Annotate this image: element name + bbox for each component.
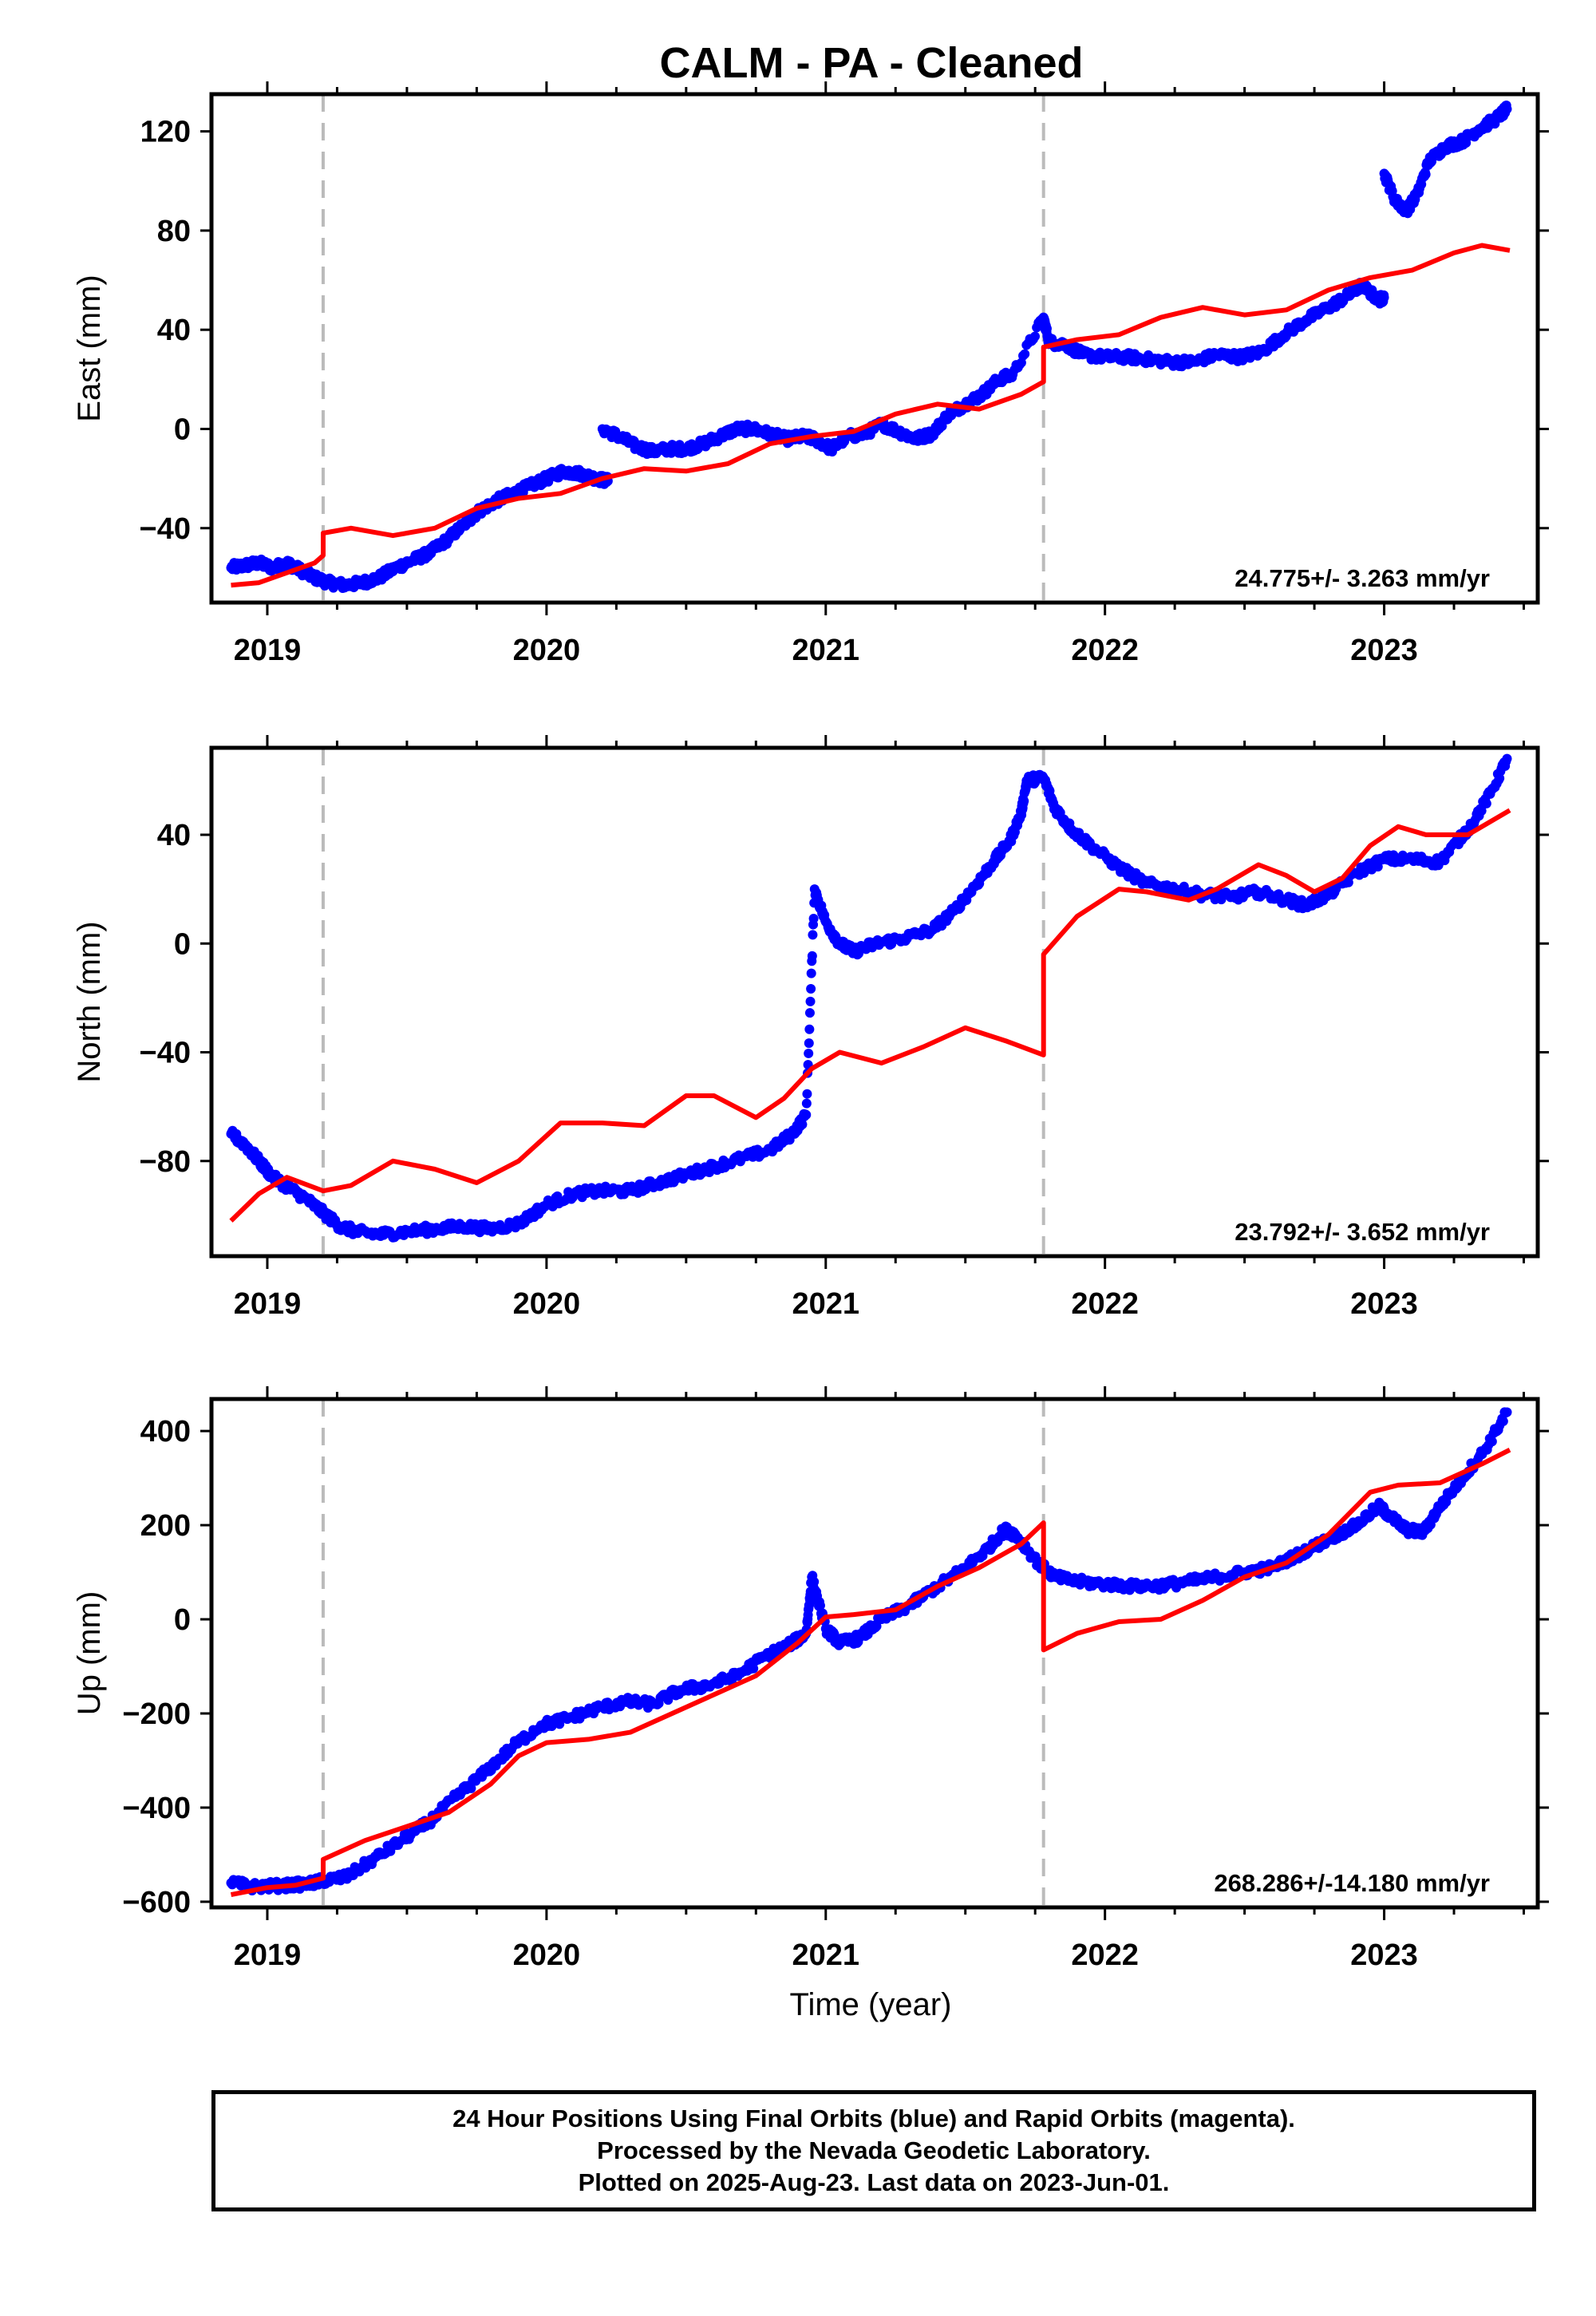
y-tick-label: 400	[140, 1415, 191, 1448]
data-point	[1502, 104, 1512, 114]
y-axis-label: Up (mm)	[72, 1591, 107, 1716]
data-point	[805, 996, 816, 1006]
plot-area	[226, 100, 1512, 593]
y-tick-label: −400	[122, 1792, 191, 1825]
plot-area	[226, 1407, 1512, 1898]
y-tick-label: 0	[174, 413, 191, 446]
rate-annotation: 24.775+/- 3.263 mm/yr	[1235, 564, 1490, 592]
footer-box: 24 Hour Positions Using Final Orbits (bl…	[211, 2090, 1536, 2211]
panel-1: −40 0 40 80 120 2019 2020 2021 2022 2023 East (mm)…	[72, 81, 1549, 667]
data-point	[1502, 753, 1512, 764]
x-tick-label: 2020	[513, 634, 581, 667]
x-tick-label: 2020	[513, 1287, 581, 1321]
x-tick-label: 2019	[234, 1287, 302, 1321]
data-point	[809, 1576, 820, 1587]
x-tick-label: 2020	[513, 1939, 581, 1972]
data-point	[801, 1098, 812, 1109]
y-axis-label: East (mm)	[72, 275, 107, 421]
x-tick-label: 2022	[1071, 1287, 1139, 1321]
x-tick-label: 2019	[234, 1939, 302, 1972]
data-point	[1495, 773, 1505, 784]
data-point	[1498, 1416, 1508, 1426]
data-point	[808, 930, 818, 940]
data-point	[1461, 137, 1472, 148]
y-axis-label: North (mm)	[72, 921, 107, 1082]
x-axis-label: Time (year)	[790, 1987, 952, 2022]
data-point	[807, 951, 817, 961]
x-tick-label: 2023	[1350, 1939, 1418, 1972]
data-point	[804, 1008, 815, 1018]
data-point	[1020, 349, 1030, 359]
y-tick-label: 200	[140, 1509, 191, 1543]
y-tick-label: 80	[157, 215, 191, 248]
y-tick-label: 0	[174, 927, 191, 961]
footer-line-3: Plotted on 2025-Aug-23. Last data on 202…	[578, 2168, 1170, 2196]
rate-annotation: 23.792+/- 3.652 mm/yr	[1235, 1218, 1490, 1246]
data-point	[1502, 1407, 1512, 1417]
model-line	[231, 243, 1511, 588]
x-tick-label: 2022	[1071, 634, 1139, 667]
data-point	[1041, 323, 1052, 334]
x-tick-label: 2022	[1071, 1939, 1139, 1972]
data-point	[801, 1109, 812, 1120]
data-point	[871, 1621, 882, 1631]
y-tick-label: 120	[140, 116, 191, 149]
data-point	[1481, 798, 1491, 808]
panel-3: −600 −400 −200 0 200 400 2019 2020 2021 2022 2023 U…	[72, 1386, 1549, 2022]
x-tick-label: 2021	[792, 1287, 859, 1321]
y-tick-label: −80	[140, 1145, 191, 1179]
data-point	[806, 968, 816, 978]
x-tick-label: 2021	[792, 1939, 859, 1972]
data-point	[808, 913, 819, 923]
y-tick-label: −600	[122, 1886, 191, 1919]
x-tick-label: 2019	[234, 634, 302, 667]
data-point	[797, 1120, 808, 1130]
data-point	[804, 1048, 814, 1058]
footer-line-2: Processed by the Nevada Geodetic Laborat…	[597, 2136, 1151, 2164]
data-point	[555, 1719, 565, 1729]
panel-frame	[209, 92, 1540, 605]
y-tick-label: −40	[140, 1037, 191, 1070]
data-point	[804, 1024, 815, 1034]
model-line	[229, 808, 1511, 1223]
y-tick-label: −40	[140, 512, 191, 546]
data-point	[466, 1783, 476, 1793]
rate-annotation: 268.286+/-14.180 mm/yr	[1214, 1869, 1490, 1897]
data-point	[802, 1089, 812, 1099]
data-point	[1029, 331, 1040, 342]
panel-frame	[209, 745, 1540, 1259]
x-tick-label: 2021	[792, 634, 859, 667]
data-point	[1379, 292, 1389, 302]
data-point	[1019, 796, 1029, 806]
data-point	[815, 1600, 825, 1611]
figure-title: CALM - PA - Cleaned	[659, 39, 1083, 87]
y-tick-label: −200	[122, 1697, 191, 1731]
x-tick-label: 2023	[1350, 1287, 1418, 1321]
x-tick-label: 2023	[1350, 634, 1418, 667]
data-point	[1373, 862, 1383, 872]
plot-area	[226, 753, 1512, 1243]
data-point	[804, 1038, 814, 1049]
data-point	[749, 1663, 759, 1674]
data-point	[1420, 169, 1431, 180]
panel-frame	[209, 1397, 1540, 1910]
model-line	[230, 1448, 1511, 1898]
footer-line-1: 24 Hour Positions Using Final Orbits (bl…	[452, 2105, 1295, 2132]
data-point	[806, 984, 816, 994]
data-point	[1487, 1437, 1497, 1447]
y-tick-label: 40	[157, 314, 191, 347]
y-tick-label: 40	[157, 819, 191, 852]
panel-2: −80 −40 0 40 2019 2020 2021 2022 2023 North (mm) 2…	[72, 735, 1549, 1321]
y-tick-label: 0	[174, 1603, 191, 1637]
